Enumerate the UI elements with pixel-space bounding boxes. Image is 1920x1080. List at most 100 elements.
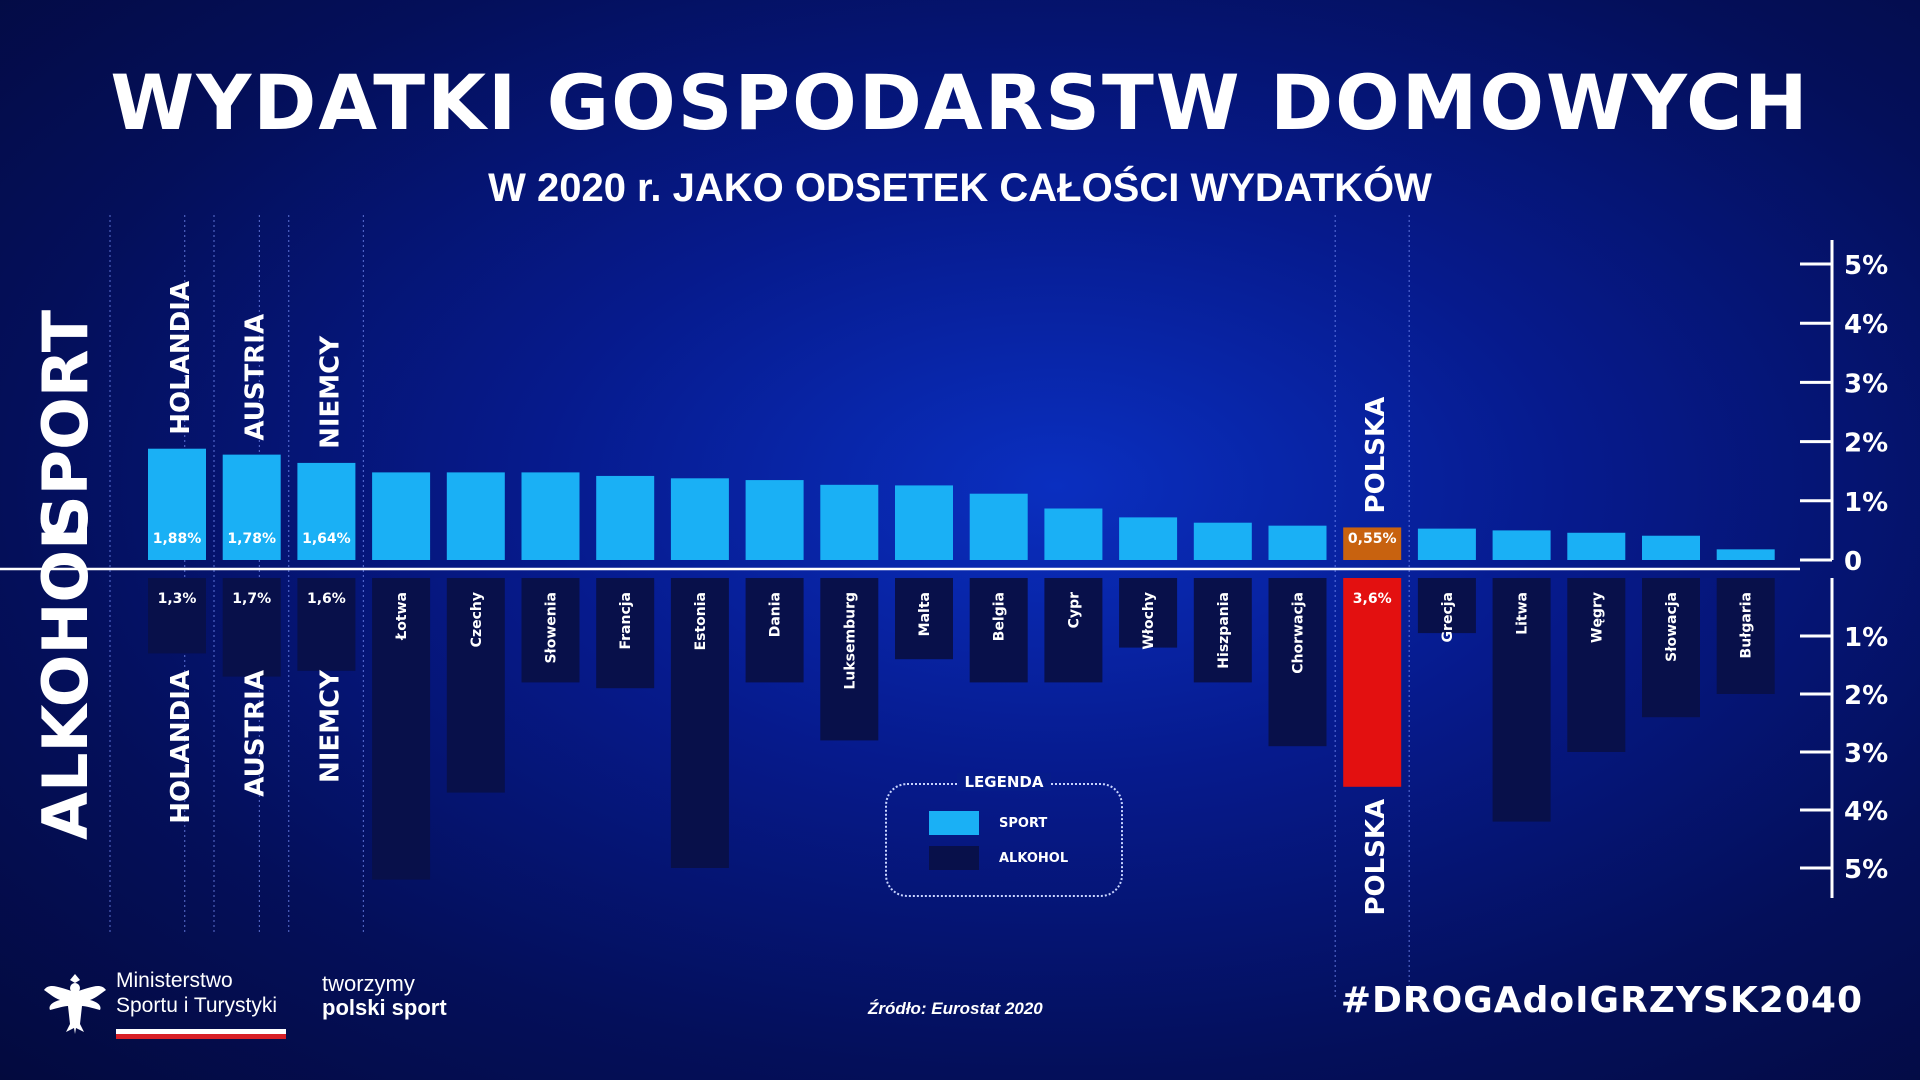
ministry-name-line1: Ministerstwo — [116, 969, 233, 992]
country-label: Słowacja — [1664, 592, 1680, 662]
country-label: Dania — [768, 592, 784, 637]
country-label: Grecja — [1440, 592, 1456, 642]
sport-bar — [222, 454, 281, 560]
legend-item-sport: SPORT — [929, 811, 1047, 835]
legend-item-alkohol: ALKOHOL — [929, 846, 1068, 870]
alkohol-bar — [1567, 578, 1626, 752]
tworzymy-line2: polski sport — [322, 995, 447, 1020]
sport-bar — [521, 472, 580, 560]
alkohol-bar — [969, 578, 1028, 683]
country-label: Łotwa — [394, 592, 410, 641]
alkohol-country-label: AUSTRIA — [241, 670, 271, 797]
source-note: Źródło: Eurostat 2020 — [868, 999, 1043, 1018]
ministry-logo: Ministerstwo Sportu i Turystyki — [40, 968, 277, 1038]
sport-bar — [297, 462, 356, 560]
alkohol-bar — [446, 578, 505, 793]
y-tick-label-down: 5% — [1844, 855, 1888, 885]
country-label: Słowenia — [544, 592, 560, 664]
y-tick-label-down: 4% — [1844, 797, 1888, 827]
alkohol-country-label: HOLANDIA — [166, 670, 196, 824]
y-tick-label-up: 1% — [1844, 488, 1888, 518]
sport-bar — [820, 484, 879, 560]
page-title: WYDATKI GOSPODARSTW DOMOWYCH — [110, 58, 1810, 147]
alkohol-bar — [1343, 578, 1402, 787]
sport-bar — [1716, 549, 1775, 560]
page-subtitle: W 2020 r. JAKO ODSETEK CAŁOŚCI WYDATKÓW — [488, 166, 1432, 210]
y-tick-label-down: 3% — [1844, 739, 1888, 769]
y-tick-label-up: 4% — [1844, 310, 1888, 340]
tworzymy-line1: tworzymy — [322, 971, 415, 996]
legend-title: LEGENDA — [956, 773, 1052, 791]
y-tick-label-up: 3% — [1844, 369, 1888, 399]
alkohol-data-label: 3,6% — [1353, 591, 1392, 607]
alkohol-bar — [148, 578, 206, 654]
polish-flag-stripe — [116, 1029, 286, 1039]
sport-bar — [1343, 527, 1402, 560]
alkohol-data-label: 1,3% — [158, 591, 197, 607]
sport-country-label: AUSTRIA — [241, 314, 271, 441]
alkohol-bar — [1716, 578, 1775, 694]
sport-country-label: POLSKA — [1361, 397, 1391, 514]
country-label: Czechy — [469, 592, 485, 647]
sport-bar — [1492, 530, 1551, 560]
alkohol-data-label: 1,6% — [307, 591, 346, 607]
sport-bar — [372, 472, 431, 560]
alkohol-bar — [1642, 578, 1700, 718]
alkohol-bar — [372, 578, 431, 880]
alkohol-bar — [521, 578, 580, 683]
sport-country-label: NIEMCY — [315, 335, 345, 449]
tworzymy-logo: tworzymy polski sport — [322, 972, 447, 1020]
y-tick-label-up: 2% — [1844, 429, 1888, 459]
eagle-icon — [44, 974, 106, 1034]
sport-bar — [446, 472, 505, 560]
country-label: Belgia — [992, 592, 1008, 641]
country-label: Estonia — [693, 592, 709, 650]
country-label: Malta — [917, 592, 933, 636]
ministry-name-line2: Sportu i Turystyki — [116, 994, 278, 1017]
sport-data-label: 1,64% — [302, 531, 351, 547]
sport-bar — [596, 475, 655, 560]
sport-bar — [895, 485, 953, 560]
sport-bar — [745, 480, 804, 560]
country-label: Francja — [618, 592, 634, 650]
hashtag: #DROGAdoIGRZYSK2040 — [1340, 980, 1863, 1021]
country-label: Węgry — [1589, 592, 1605, 643]
country-label: Chorwacja — [1291, 592, 1307, 674]
alkohol-bar — [1044, 578, 1103, 683]
y-tick-label-down: 1% — [1844, 623, 1888, 653]
alkohol-bar — [895, 578, 953, 660]
alkohol-bar — [1268, 578, 1327, 747]
alkohol-bar — [670, 578, 729, 868]
alkohol-country-label: NIEMCY — [315, 669, 345, 783]
legend-swatch-sport — [929, 811, 979, 835]
alkohol-bar — [1193, 578, 1252, 683]
sport-country-label: HOLANDIA — [166, 281, 196, 435]
y-tick-label-up: 0 — [1844, 547, 1862, 577]
alkohol-bar — [820, 578, 879, 741]
sport-data-label: 0,55% — [1348, 531, 1397, 547]
sport-bar — [670, 478, 729, 560]
sport-bar — [1567, 532, 1626, 560]
y-tick-label-up: 5% — [1844, 251, 1888, 281]
country-label: Hiszpania — [1216, 592, 1232, 669]
sport-data-label: 1,88% — [153, 531, 202, 547]
alkohol-bar — [1417, 578, 1476, 634]
sport-data-label: 1,78% — [227, 531, 276, 547]
alkohol-bar — [222, 578, 281, 677]
sport-bar — [1417, 528, 1476, 560]
sport-bar — [1119, 517, 1178, 560]
sport-bar — [1268, 525, 1327, 560]
alkohol-country-label: POLSKA — [1361, 799, 1391, 916]
sport-bar — [969, 493, 1028, 560]
country-label: Bułgaria — [1739, 592, 1755, 658]
country-label: Cypr — [1066, 592, 1082, 628]
legend-label-alkohol: ALKOHOL — [999, 850, 1069, 866]
alkohol-data-label: 1,7% — [232, 591, 271, 607]
sport-bar — [148, 448, 206, 560]
alkohol-bar — [297, 578, 356, 671]
chart-legend: LEGENDA SPORT ALKOHOL — [885, 773, 1123, 897]
legend-swatch-alkohol — [929, 846, 979, 870]
alkohol-bar — [745, 578, 804, 683]
country-label: Litwa — [1515, 592, 1531, 635]
